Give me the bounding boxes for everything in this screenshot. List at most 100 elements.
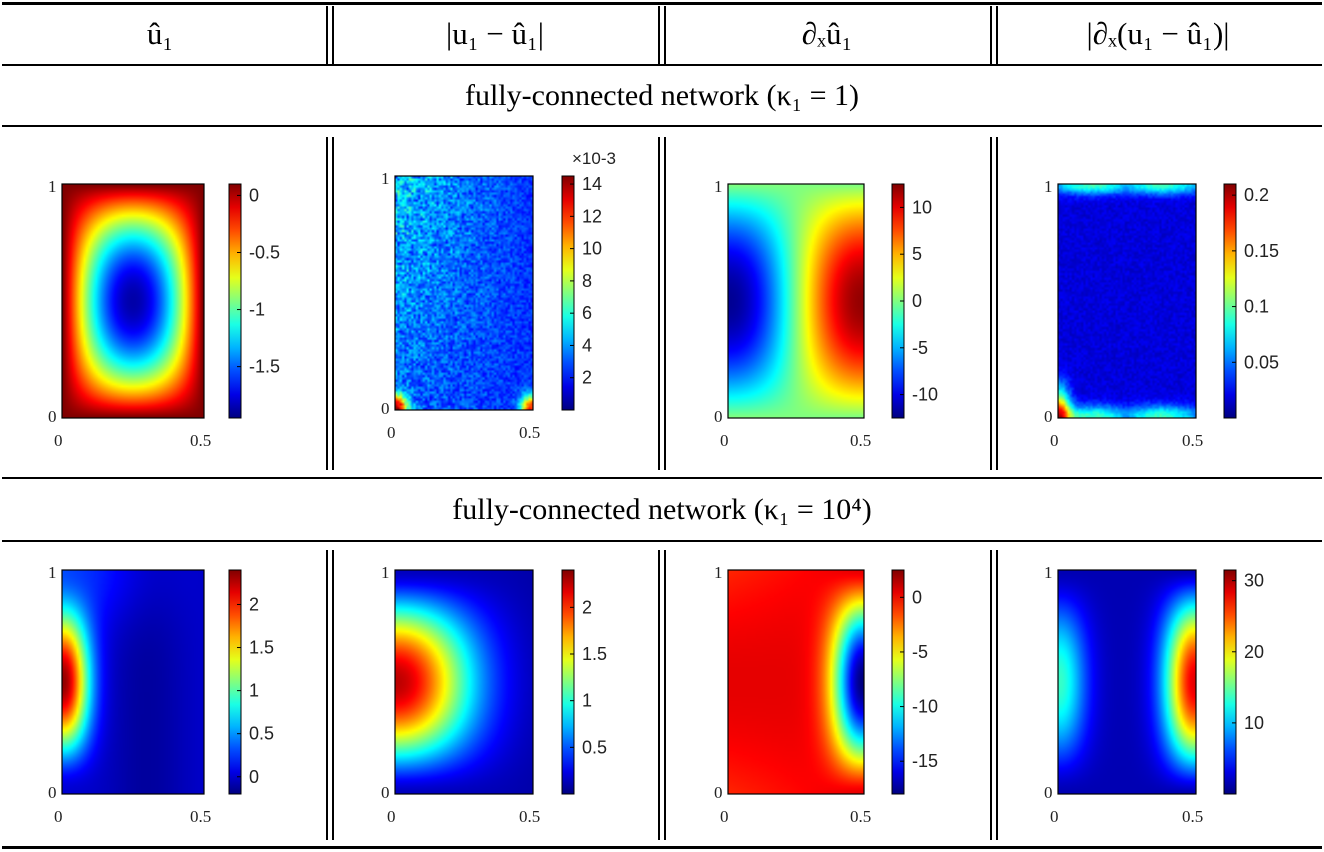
x-tick-label: 0.5 bbox=[1182, 807, 1203, 826]
field-image bbox=[62, 570, 204, 794]
plot-frame bbox=[394, 569, 534, 795]
x-tick-label: 0 bbox=[54, 431, 63, 450]
field-image bbox=[728, 570, 864, 794]
row-separator bbox=[990, 550, 992, 840]
x-tick-label: 0.5 bbox=[519, 807, 540, 826]
x-tick-label: 0 bbox=[387, 807, 396, 826]
field-image bbox=[395, 176, 533, 410]
field-image bbox=[728, 184, 864, 418]
header-separator bbox=[664, 6, 666, 64]
plot-frame bbox=[727, 183, 865, 419]
header-separator bbox=[658, 6, 660, 64]
x-tick-label: 0 bbox=[720, 807, 729, 826]
y-tick-label: 1 bbox=[48, 177, 57, 196]
row-separator bbox=[996, 137, 998, 470]
y-tick-label: 1 bbox=[48, 563, 57, 582]
colorbar-multiplier: ×10-3 bbox=[572, 149, 616, 168]
colorbar-tick-label: 1 bbox=[249, 681, 259, 701]
row-separator bbox=[996, 550, 998, 840]
colorbar-tick-label: 2 bbox=[582, 597, 592, 617]
colorbar-tick-label: 0.5 bbox=[249, 724, 274, 744]
row-separator bbox=[990, 137, 992, 470]
plot-frame bbox=[61, 569, 205, 795]
row1-bottom-rule bbox=[2, 477, 1322, 479]
colorbar bbox=[228, 569, 242, 795]
colorbar-tick-label: 0 bbox=[912, 587, 922, 607]
colorbar bbox=[1223, 569, 1237, 795]
field-image bbox=[395, 570, 533, 794]
header-separator bbox=[990, 6, 992, 64]
header-separator bbox=[996, 6, 998, 64]
header-separator bbox=[326, 6, 328, 64]
colorbar bbox=[1223, 183, 1237, 419]
bottom-rule bbox=[2, 846, 1322, 849]
row-separator bbox=[664, 137, 666, 470]
colorbar-tick-label: -15 bbox=[912, 751, 938, 771]
colorbar bbox=[891, 569, 905, 795]
plot-frame bbox=[727, 569, 865, 795]
row-title-kappa-1e4: fully-connected network (κ₁ = 10⁴) bbox=[452, 493, 872, 526]
colorbar-tick-label: 1.5 bbox=[582, 644, 607, 664]
colorbar-tick-label: 30 bbox=[1244, 571, 1264, 591]
x-tick-label: 0 bbox=[1050, 807, 1059, 826]
colorbar-tick-label: -0.5 bbox=[249, 242, 280, 262]
colorbar bbox=[891, 183, 905, 419]
y-tick-label: 1 bbox=[714, 563, 723, 582]
y-tick-label: 1 bbox=[381, 563, 390, 582]
field-image bbox=[1058, 184, 1196, 418]
column-header-dx-error: |∂ₓ(u₁ − û₁)| bbox=[1086, 16, 1230, 51]
y-tick-label: 0 bbox=[1044, 407, 1053, 426]
header-separator bbox=[332, 6, 334, 64]
column-header-abs-error: |u₁ − û₁| bbox=[445, 16, 544, 51]
field-image bbox=[1058, 570, 1196, 794]
colorbar-tick-label: -10 bbox=[912, 385, 938, 405]
colorbar-tick-label: 14 bbox=[582, 174, 602, 194]
colorbar-tick-label: 0 bbox=[249, 767, 259, 787]
plot-frame bbox=[61, 183, 205, 419]
colorbar-tick-label: 5 bbox=[912, 244, 922, 264]
row-separator bbox=[332, 137, 334, 470]
column-header-dx-u-hat: ∂ₓû₁ bbox=[801, 16, 853, 51]
x-tick-label: 0.5 bbox=[519, 423, 540, 442]
row1-title-rule bbox=[2, 125, 1322, 127]
colorbar-tick-label: 1.5 bbox=[249, 638, 274, 658]
colorbar-tick-label: 10 bbox=[582, 239, 602, 259]
row-separator bbox=[664, 550, 666, 840]
x-tick-label: 0.5 bbox=[190, 807, 211, 826]
y-tick-label: 0 bbox=[714, 407, 723, 426]
x-tick-label: 0.5 bbox=[1182, 431, 1203, 450]
colorbar-tick-label: 0.1 bbox=[1244, 297, 1269, 317]
colorbar-tick-label: 2 bbox=[249, 594, 259, 614]
colorbar-tick-label: 0.15 bbox=[1244, 241, 1279, 261]
row-separator bbox=[326, 137, 328, 470]
row-separator bbox=[332, 550, 334, 840]
header-rule bbox=[2, 64, 1322, 66]
colorbar-tick-label: -1 bbox=[249, 300, 265, 320]
plot-frame bbox=[1057, 569, 1197, 795]
colorbar bbox=[228, 183, 242, 419]
colorbar bbox=[561, 569, 575, 795]
field-image bbox=[62, 184, 204, 418]
y-tick-label: 1 bbox=[1044, 563, 1053, 582]
colorbar-tick-label: 0 bbox=[249, 185, 259, 205]
colorbar-tick-label: 12 bbox=[582, 206, 602, 226]
colorbar-tick-label: 4 bbox=[582, 335, 592, 355]
x-tick-label: 0 bbox=[54, 807, 63, 826]
x-tick-label: 0 bbox=[1050, 431, 1059, 450]
colorbar-tick-label: 6 bbox=[582, 303, 592, 323]
colorbar-tick-label: 0.5 bbox=[582, 737, 607, 757]
plot-frame bbox=[1057, 183, 1197, 419]
colorbar bbox=[561, 175, 575, 411]
y-tick-label: 1 bbox=[381, 169, 390, 188]
y-tick-label: 0 bbox=[48, 407, 57, 426]
colorbar-tick-label: 0.05 bbox=[1244, 352, 1279, 372]
colorbar-tick-label: 0.2 bbox=[1244, 185, 1269, 205]
row-title-kappa-1: fully-connected network (κ₁ = 1) bbox=[464, 79, 860, 112]
y-tick-label: 0 bbox=[714, 783, 723, 802]
y-tick-label: 1 bbox=[1044, 177, 1053, 196]
colorbar-tick-label: 1 bbox=[582, 691, 592, 711]
colorbar-tick-label: 2 bbox=[582, 368, 592, 388]
colorbar-tick-label: 10 bbox=[912, 197, 932, 217]
colorbar-tick-label: -5 bbox=[912, 642, 928, 662]
colorbar-tick-label: -10 bbox=[912, 697, 938, 717]
